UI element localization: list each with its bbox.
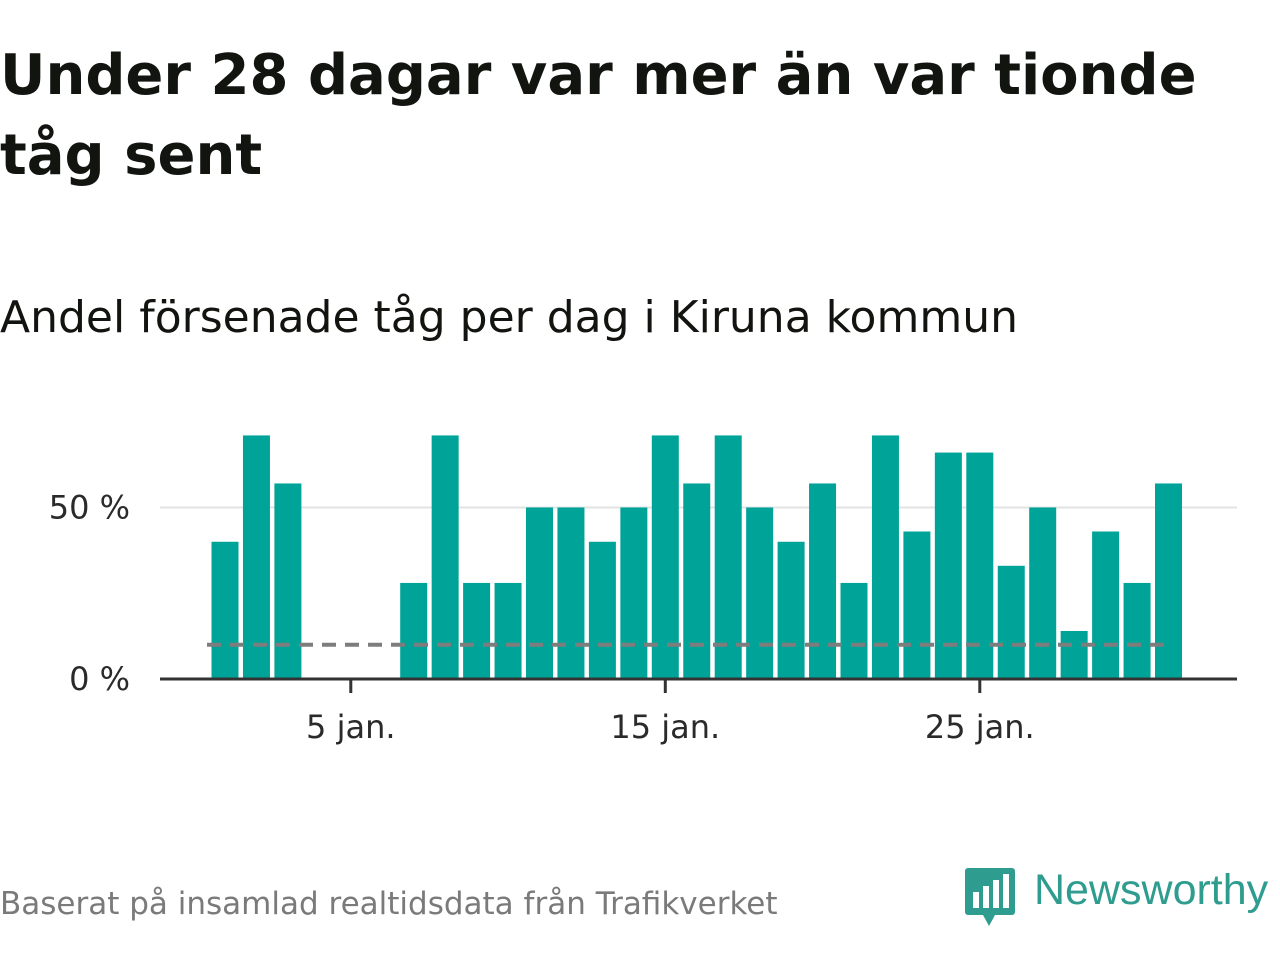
bar [274,483,302,679]
y-axis-labels: 0 % 50 % [49,488,130,698]
bar [242,435,270,679]
brand-logo: Newsworthy [964,864,1276,928]
bar [934,452,962,679]
bar [871,435,899,679]
bar [714,435,742,679]
bar [809,483,837,679]
bar [1060,630,1088,679]
bar [526,507,553,679]
bar [1092,531,1120,679]
bar [651,435,679,679]
newsworthy-logo-icon [965,868,1015,926]
bar [211,541,239,679]
bar [966,452,994,679]
bar [746,507,774,679]
bar [620,507,648,679]
brand-name: Newsworthy [1034,866,1269,914]
bar [557,507,585,679]
bars [211,435,1182,679]
x-axis: 5 jan. 15 jan. 25 jan. [160,677,1237,746]
x-tick-label: 25 jan. [925,708,1035,746]
chart-subtitle: Andel försenade tåg per dag i Kiruna kom… [0,292,1018,343]
source-note: Baserat på insamlad realtidsdata från Tr… [0,886,778,922]
bar [683,483,711,679]
bar [777,541,805,679]
bar [997,565,1025,679]
x-tick-label: 15 jan. [610,708,720,746]
x-tick-label: 5 jan. [306,708,395,746]
bar [840,582,868,679]
bar-chart: 5 jan. 15 jan. 25 jan. 0 % 50 % [49,435,1237,746]
bar [1123,582,1151,679]
bar [494,582,522,679]
bar [588,541,616,679]
chart-title: Under 28 dagar var mer än var tionde tåg… [0,43,1197,188]
bar [903,531,931,679]
bar [431,435,459,679]
bar [1155,483,1182,679]
y-tick-label: 50 % [49,488,130,526]
bar [400,582,428,679]
y-tick-label: 0 % [69,660,130,698]
bar [463,582,491,679]
bar [1029,507,1057,679]
